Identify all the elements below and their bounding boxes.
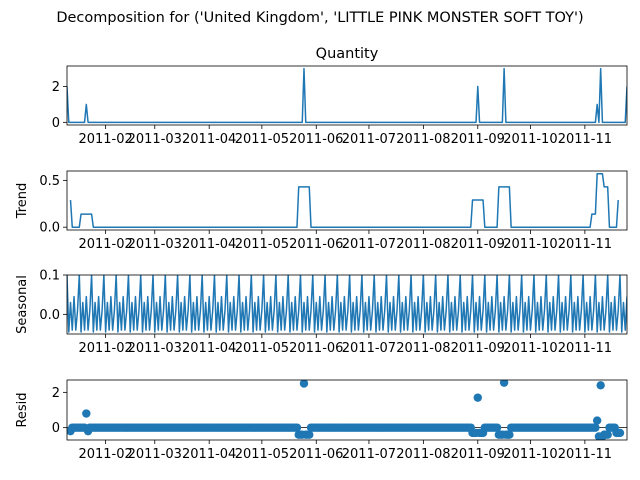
quantity-xtick-label: 2011-11 — [558, 132, 612, 147]
quantity-xtick-label: 2011-10 — [503, 132, 557, 147]
resid-point — [292, 423, 302, 432]
resid-xtick-label: 2011-10 — [503, 447, 557, 462]
seasonal-xtick-label: 2011-02 — [78, 341, 132, 356]
seasonal-series — [67, 275, 627, 333]
seasonal-xtick-label: 2011-03 — [128, 341, 182, 356]
quantity-line — [67, 67, 627, 124]
trend-xtick-label: 2011-09 — [451, 237, 505, 252]
resid-point — [592, 416, 602, 425]
quantity-xtick-label: 2011-05 — [235, 132, 289, 147]
resid-point — [492, 423, 502, 432]
trend-xtick-label: 2011-05 — [235, 237, 289, 252]
resid-point — [615, 428, 625, 438]
resid-point — [603, 430, 612, 439]
quantity-xtick-label: 2011-08 — [396, 132, 450, 147]
quantity-ytick-label: 0 — [52, 116, 60, 131]
quantity-xtick-label: 2011-07 — [342, 132, 396, 147]
quantity-xtick-label: 2011-04 — [182, 132, 236, 147]
quantity-series — [67, 67, 627, 124]
seasonal-ylabel: Seasonal — [15, 275, 30, 334]
quantity-axes-frame — [66, 65, 628, 126]
trend-xtick-label: 2011-03 — [128, 237, 182, 252]
resid-ytick-label: 0 — [52, 421, 60, 436]
seasonal-xtick-label: 2011-05 — [235, 341, 289, 356]
trend-xtick-label: 2011-06 — [289, 237, 343, 252]
seasonal-xtick-label: 2011-06 — [289, 341, 343, 356]
trend-xtick-label: 2011-07 — [342, 237, 396, 252]
trend-xtick-label: 2011-04 — [182, 237, 236, 252]
resid-ylabel: Resid — [15, 392, 30, 427]
quantity-title: Quantity — [316, 46, 379, 62]
resid-xtick-label: 2011-09 — [451, 447, 505, 462]
trend-ytick-label: 0.5 — [39, 174, 60, 189]
resid-point — [591, 423, 600, 432]
resid-xtick-label: 2011-05 — [235, 447, 289, 462]
quantity-xtick-label: 2011-03 — [128, 132, 182, 147]
trend-xtick-label: 2011-10 — [503, 237, 557, 252]
seasonal-ytick-label: 0.1 — [39, 269, 60, 284]
seasonal-xtick-label: 2011-10 — [503, 341, 557, 356]
resid-point — [596, 381, 605, 390]
resid-point — [473, 393, 482, 402]
resid-point — [505, 430, 514, 439]
seasonal-axes-frame — [66, 274, 628, 335]
quantity-xtick-label: 2011-09 — [451, 132, 505, 147]
seasonal-xtick-label: 2011-04 — [182, 341, 236, 356]
trend-line — [69, 173, 619, 228]
quantity-xtick-label: 2011-06 — [289, 132, 343, 147]
resid-point — [82, 409, 91, 418]
trend-xtick-label: 2011-02 — [78, 237, 132, 252]
chart-suptitle: Decomposition for ('United Kingdom', 'LI… — [56, 10, 583, 26]
resid-xtick-label: 2011-02 — [78, 447, 132, 462]
seasonal-xtick-label: 2011-09 — [451, 341, 505, 356]
trend-ylabel: Trend — [15, 183, 30, 220]
quantity-xtick-label: 2011-02 — [78, 132, 132, 147]
resid-ytick-label: 2 — [52, 386, 60, 401]
seasonal-line — [67, 275, 627, 333]
resid-series — [67, 380, 627, 440]
trend-axes-frame — [66, 170, 628, 231]
resid-axes-frame — [66, 379, 628, 441]
resid-xtick-label: 2011-11 — [558, 447, 612, 462]
quantity-ytick-label: 2 — [52, 80, 60, 95]
resid-xtick-label: 2011-03 — [128, 447, 182, 462]
resid-point — [299, 380, 309, 388]
resid-xtick-label: 2011-07 — [342, 447, 396, 462]
resid-xtick-label: 2011-08 — [396, 447, 450, 462]
seasonal-xtick-label: 2011-08 — [396, 341, 450, 356]
trend-series — [69, 173, 619, 228]
resid-xtick-label: 2011-06 — [289, 447, 343, 462]
resid-point — [305, 430, 314, 439]
seasonal-xtick-label: 2011-07 — [342, 341, 396, 356]
trend-xtick-label: 2011-11 — [558, 237, 612, 252]
trend-ytick-label: 0.0 — [39, 221, 60, 236]
seasonal-xtick-label: 2011-11 — [558, 341, 612, 356]
seasonal-ytick-label: 0.0 — [39, 308, 60, 323]
resid-xtick-label: 2011-04 — [182, 447, 236, 462]
resid-point — [499, 380, 509, 387]
trend-xtick-label: 2011-08 — [396, 237, 450, 252]
